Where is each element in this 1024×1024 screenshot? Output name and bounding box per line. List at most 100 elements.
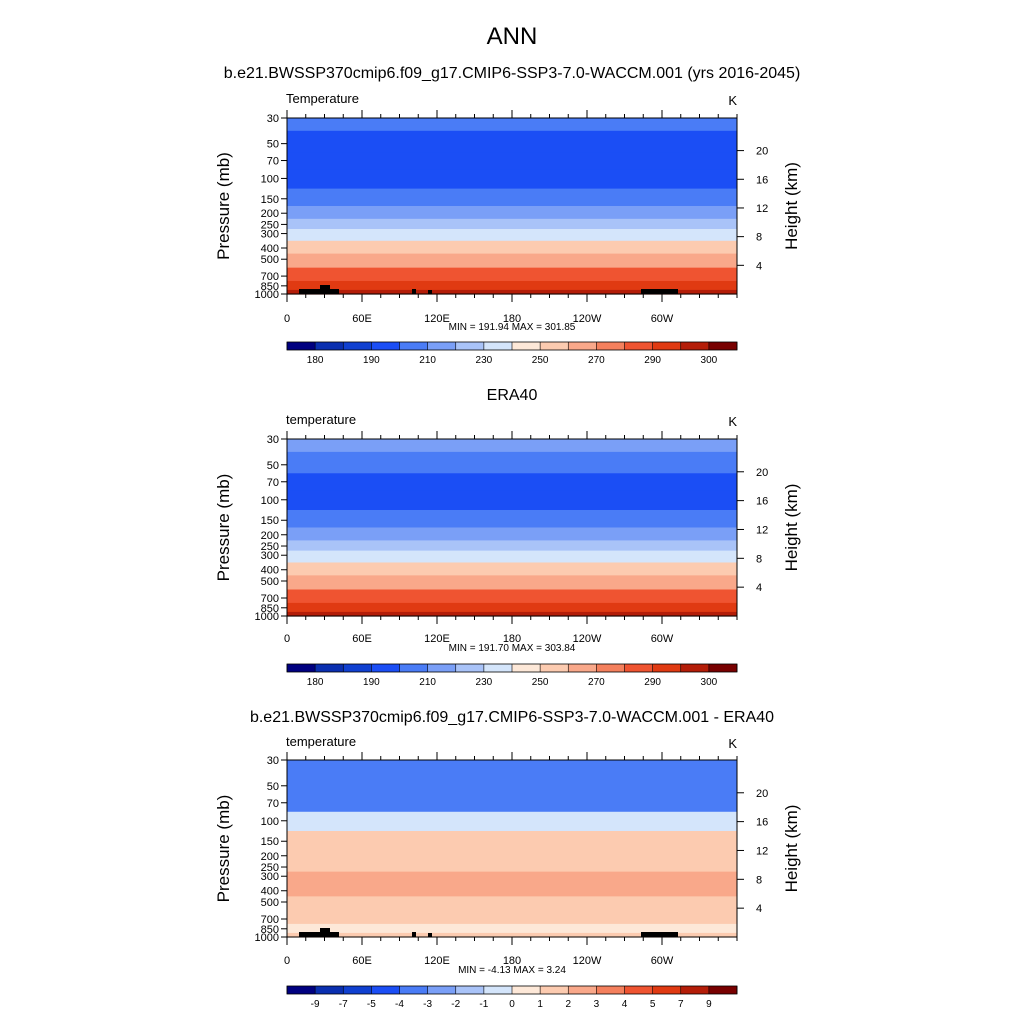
x-tick-label: 120W — [573, 313, 602, 325]
contour-band — [287, 267, 737, 282]
units-label: K — [728, 414, 737, 429]
contour-band — [287, 811, 737, 832]
colorbar-label: 7 — [678, 999, 684, 1010]
contour-band — [287, 228, 737, 242]
height-tick-label: 4 — [756, 903, 762, 915]
colorbar-label: 270 — [588, 355, 605, 366]
colorbar-swatch — [399, 664, 428, 672]
pressure-tick-label: 150 — [261, 836, 279, 848]
pressure-tick-label: 1000 — [255, 611, 279, 623]
colorbar-label: 250 — [532, 355, 549, 366]
colorbar-swatch — [708, 342, 738, 350]
colorbar-label: 4 — [622, 999, 628, 1010]
colorbar-label: 250 — [532, 677, 549, 688]
contour-band — [287, 280, 737, 291]
colorbar-swatch — [596, 342, 625, 350]
panel-1: b.e21.BWSSP370cmip6.f09_g17.CMIP6-SSP3-7… — [214, 65, 801, 366]
height-tick-label: 8 — [756, 232, 762, 244]
colorbar-swatch — [540, 986, 569, 994]
figure-title: ANN — [487, 23, 538, 50]
contour-band — [287, 218, 737, 230]
x-tick-label: 60W — [651, 313, 674, 325]
colorbar-label: 290 — [644, 355, 661, 366]
colorbar-swatch — [708, 664, 738, 672]
pressure-tick-label: 700 — [261, 914, 279, 926]
contour-band — [287, 611, 737, 617]
colorbar-label: -2 — [451, 999, 460, 1010]
variable-label: temperature — [286, 734, 356, 749]
topography-block — [641, 289, 678, 294]
contour-band — [287, 861, 737, 873]
contour-band — [287, 206, 737, 220]
contour-band — [287, 760, 737, 774]
units-label: K — [728, 736, 737, 751]
min-max-stats: MIN = -4.13 MAX = 3.24 — [458, 965, 566, 976]
colorbar-swatch — [652, 986, 682, 994]
pressure-tick-label: 300 — [261, 871, 279, 883]
colorbar-swatch — [483, 342, 513, 350]
pressure-tick-label: 50 — [267, 781, 279, 793]
topography-block — [299, 932, 339, 937]
colorbar-swatch — [568, 986, 597, 994]
pressure-tick-label: 200 — [261, 530, 279, 542]
colorbar-label: 210 — [419, 677, 436, 688]
colorbar-swatch — [652, 342, 682, 350]
colorbar-label: 230 — [476, 677, 493, 688]
colorbar-label: 2 — [565, 999, 571, 1010]
contour-band — [287, 473, 737, 492]
colorbar-label: -1 — [479, 999, 488, 1010]
colorbar-swatch — [315, 986, 344, 994]
x-tick-label: 60W — [651, 633, 674, 645]
colorbar-swatch — [624, 342, 653, 350]
height-tick-label: 8 — [756, 874, 762, 886]
contour-band — [287, 169, 737, 190]
contour-band — [287, 871, 737, 885]
colorbar-frame — [286, 985, 738, 995]
contour-band — [287, 510, 737, 529]
topography-block — [428, 290, 432, 294]
colorbar-swatch — [596, 664, 625, 672]
contour-band — [287, 240, 737, 255]
colorbar-label: 180 — [307, 355, 324, 366]
pressure-tick-label: 70 — [267, 477, 279, 489]
pressure-tick-label: 70 — [267, 156, 279, 168]
height-tick-label: 20 — [756, 788, 768, 800]
height-tick-label: 20 — [756, 467, 768, 479]
colorbar-label: -7 — [339, 999, 348, 1010]
pressure-tick-label: 500 — [261, 897, 279, 909]
x-tick-label: 0 — [284, 313, 290, 325]
colorbar-label: 180 — [307, 677, 324, 688]
colorbar-label: 190 — [363, 355, 380, 366]
colorbar-label: 210 — [419, 355, 436, 366]
colorbar-swatch — [399, 986, 428, 994]
contour-band — [287, 575, 737, 591]
min-max-stats: MIN = 191.70 MAX = 303.84 — [449, 643, 576, 654]
panel-header: b.e21.BWSSP370cmip6.f09_g17.CMIP6-SSP3-7… — [250, 709, 774, 726]
panels: b.e21.BWSSP370cmip6.f09_g17.CMIP6-SSP3-7… — [214, 65, 801, 1010]
panel-header: ERA40 — [487, 387, 538, 404]
panel-2: ERA40 temperature K 0 60E 120E 180 120W 60W 30 50 7… — [214, 387, 801, 688]
colorbar-swatch — [624, 986, 653, 994]
x-tick-label: 60E — [352, 633, 372, 645]
x-tick-label: 60E — [352, 955, 372, 967]
colorbar-swatch — [287, 664, 316, 672]
colorbar-swatch — [287, 986, 316, 994]
pressure-tick-label: 200 — [261, 208, 279, 220]
height-tick-label: 12 — [756, 524, 768, 536]
y-axis-label: Pressure (mb) — [214, 152, 233, 260]
x-tick-label: 120W — [573, 955, 602, 967]
pressure-tick-label: 100 — [261, 495, 279, 507]
contour-band — [287, 289, 737, 295]
colorbar-swatch — [455, 664, 485, 672]
topography-block — [299, 289, 339, 294]
pressure-tick-label: 250 — [261, 862, 279, 874]
colorbar-swatch — [343, 986, 372, 994]
colorbar-swatch — [315, 664, 344, 672]
pressure-tick-label: 150 — [261, 194, 279, 206]
colorbar-label: -3 — [423, 999, 432, 1010]
colorbar-swatch — [540, 664, 569, 672]
pressure-tick-label: 400 — [261, 565, 279, 577]
pressure-tick-label: 50 — [267, 139, 279, 151]
x-tick-label: 120E — [424, 313, 450, 325]
